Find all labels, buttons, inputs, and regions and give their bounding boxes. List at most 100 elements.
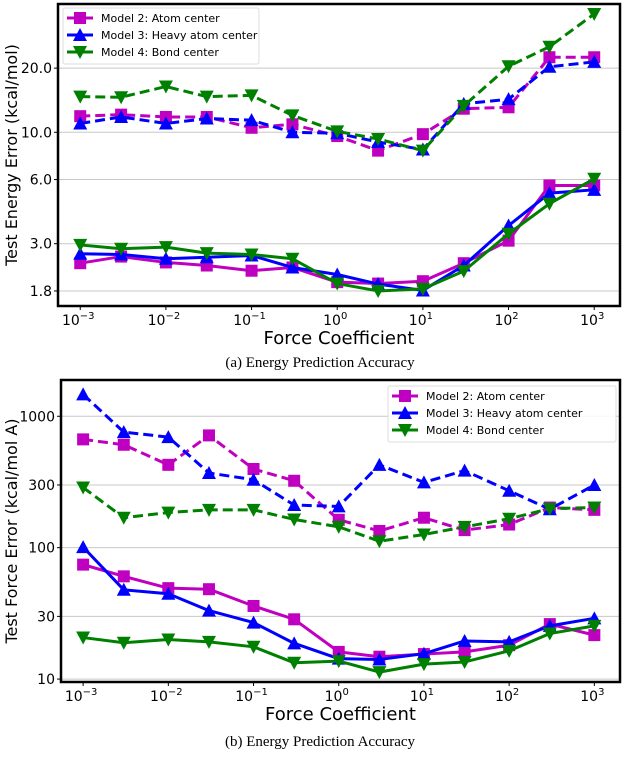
data-point xyxy=(202,429,215,442)
x-tick-exponent: 1 xyxy=(427,311,433,322)
x-tick-label: 100 xyxy=(323,311,347,329)
data-point xyxy=(330,125,345,139)
x-tick-base: 10 xyxy=(65,689,83,705)
data-point xyxy=(116,636,131,650)
data-point xyxy=(502,512,517,526)
data-point xyxy=(201,503,216,517)
data-point xyxy=(73,90,88,104)
data-point xyxy=(246,503,261,517)
caption-a: (a) Energy Prediction Accuracy xyxy=(225,355,415,371)
data-point xyxy=(116,582,131,596)
legend-marker xyxy=(399,390,411,402)
x-tick-label: 102 xyxy=(495,687,519,705)
legend-label: Model 3: Heavy atom center xyxy=(426,407,583,420)
y-tick-label: 30 xyxy=(37,609,55,625)
data-point xyxy=(587,182,602,196)
legend-marker xyxy=(74,12,86,24)
x-tick-label: 100 xyxy=(325,687,349,705)
series-triangle-down-solid xyxy=(76,619,602,680)
y-axis-label: Test Energy Error (kcal/mol) xyxy=(2,44,21,267)
data-point xyxy=(542,59,557,73)
data-point xyxy=(246,472,261,486)
y-tick-label: 20.0 xyxy=(21,61,52,77)
series-triangle-down-dashed xyxy=(73,8,602,158)
chart-0: 1.83.06.010.020.010−3 10−2 10−1 100 101 102 10… xyxy=(2,2,622,349)
data-point xyxy=(543,179,556,192)
data-point xyxy=(542,197,557,211)
data-point xyxy=(587,54,602,68)
data-point xyxy=(199,111,214,125)
data-point xyxy=(502,634,517,648)
data-point xyxy=(161,430,176,444)
data-point xyxy=(542,502,557,516)
data-point xyxy=(458,645,471,658)
data-point xyxy=(331,655,346,669)
x-tick-base: 10 xyxy=(325,689,343,705)
data-point xyxy=(77,433,90,446)
data-point xyxy=(285,252,300,266)
legend-label: Model 4: Bond center xyxy=(101,46,219,59)
x-tick-exponent: −2 xyxy=(165,311,180,322)
data-point xyxy=(416,646,431,660)
data-point xyxy=(158,80,173,94)
data-point xyxy=(201,466,216,480)
x-tick-label: 10−3 xyxy=(65,687,98,705)
caption-b: (b) Energy Prediction Accuracy xyxy=(224,734,416,750)
data-point xyxy=(457,520,472,534)
x-tick-exponent: −1 xyxy=(251,311,266,322)
data-point xyxy=(543,51,556,64)
x-tick-base: 10 xyxy=(150,689,168,705)
data-point xyxy=(73,238,88,252)
data-point xyxy=(288,613,301,626)
data-point xyxy=(76,540,91,554)
data-point xyxy=(201,635,216,649)
data-point xyxy=(76,631,91,645)
data-point xyxy=(199,90,214,104)
data-point xyxy=(415,144,430,158)
y-tick-label: 10.0 xyxy=(21,125,52,141)
data-point xyxy=(161,506,176,520)
legend: Model 2: Atom center Model 3: Heavy atom … xyxy=(62,7,260,65)
data-point xyxy=(247,462,260,475)
legend-label: Model 2: Atom center xyxy=(101,12,220,25)
data-point xyxy=(501,227,516,241)
data-point xyxy=(587,172,602,186)
legend-marker xyxy=(73,28,87,41)
data-point xyxy=(161,586,176,600)
y-axis-label: Test Force Error (kcal/mol A) xyxy=(2,418,21,644)
data-point xyxy=(287,513,302,527)
x-tick-base: 10 xyxy=(494,313,512,329)
x-tick-base: 10 xyxy=(495,689,513,705)
data-point xyxy=(372,666,387,680)
y-tick-label: 3.0 xyxy=(30,237,52,253)
y-tick-label: 1000 xyxy=(19,409,55,425)
legend-label: Model 4: Bond center xyxy=(426,424,544,437)
data-point xyxy=(77,558,90,571)
data-point xyxy=(371,284,386,298)
data-point xyxy=(587,501,602,515)
data-point xyxy=(331,499,346,513)
data-point xyxy=(244,113,259,127)
x-tick-exponent: 0 xyxy=(341,311,347,322)
x-tick-base: 10 xyxy=(410,689,428,705)
data-point xyxy=(288,474,301,487)
data-point xyxy=(114,91,129,105)
y-tick-label: 1.8 xyxy=(30,284,52,300)
data-point xyxy=(158,241,173,255)
data-point xyxy=(502,483,517,497)
data-point xyxy=(117,438,130,451)
data-point xyxy=(456,265,471,279)
data-point xyxy=(244,248,259,262)
x-tick-label: 103 xyxy=(580,687,604,705)
x-tick-exponent: −1 xyxy=(253,687,268,698)
data-point xyxy=(202,583,215,596)
data-point xyxy=(372,457,387,471)
data-point xyxy=(287,498,302,512)
x-axis-label: Force Coefficient xyxy=(264,328,415,349)
data-point xyxy=(116,511,131,525)
legend-label: Model 3: Heavy atom center xyxy=(101,29,258,42)
data-point xyxy=(587,619,602,633)
x-tick-label: 102 xyxy=(494,311,518,329)
data-point xyxy=(286,118,299,131)
